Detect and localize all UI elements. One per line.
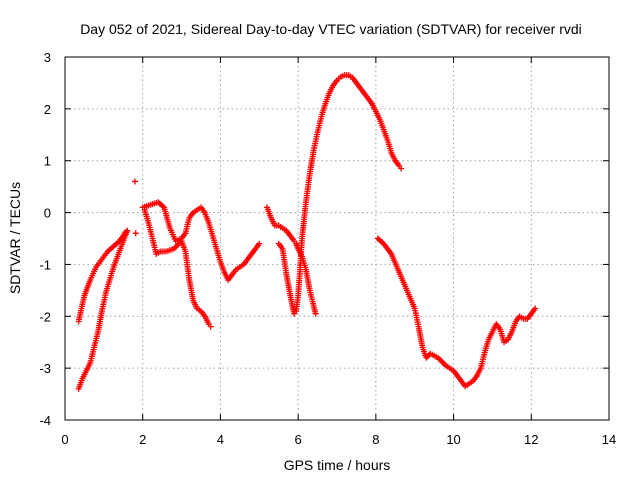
- data-point-marker: [312, 310, 319, 317]
- y-tick-label: -3: [39, 361, 51, 376]
- y-tick-label: 1: [44, 154, 51, 169]
- x-tick-label: 10: [446, 432, 460, 447]
- y-tick-label: -4: [39, 413, 51, 428]
- data-point-marker: [532, 305, 539, 312]
- plot-frame: [64, 56, 610, 421]
- y-tick-label: 0: [44, 206, 51, 221]
- data-point-marker: [207, 323, 214, 330]
- x-axis-label: GPS time / hours: [284, 457, 391, 473]
- y-tick-label: 3: [44, 50, 51, 65]
- y-tick-label: 2: [44, 102, 51, 117]
- data-point-marker: [132, 230, 139, 237]
- y-tick-label: -1: [39, 257, 51, 272]
- x-tick-label: 2: [139, 432, 146, 447]
- x-tick-label: 0: [61, 432, 68, 447]
- data-point-marker: [124, 227, 131, 234]
- x-tick-labels: 0 2 4 6 8 10 12 14: [61, 432, 616, 447]
- x-tick-label: 12: [524, 432, 538, 447]
- x-tick-label: 14: [602, 432, 616, 447]
- y-tick-label: -2: [39, 309, 51, 324]
- y-tick-labels: -4 -3 -2 -1 0 1 2 3: [39, 50, 51, 428]
- axis-ticks: [64, 56, 610, 421]
- data-point-marker: [398, 165, 405, 172]
- x-tick-label: 6: [295, 432, 302, 447]
- x-tick-label: 8: [372, 432, 379, 447]
- data-point-marker: [131, 178, 138, 185]
- data-point-marker: [256, 240, 263, 247]
- y-axis-label: SDTVAR / TECUs: [7, 182, 23, 294]
- chart-title: Day 052 of 2021, Sidereal Day-to-day VTE…: [80, 21, 582, 37]
- grid-lines: [65, 57, 609, 420]
- data-points: [75, 72, 539, 392]
- x-tick-label: 4: [217, 432, 224, 447]
